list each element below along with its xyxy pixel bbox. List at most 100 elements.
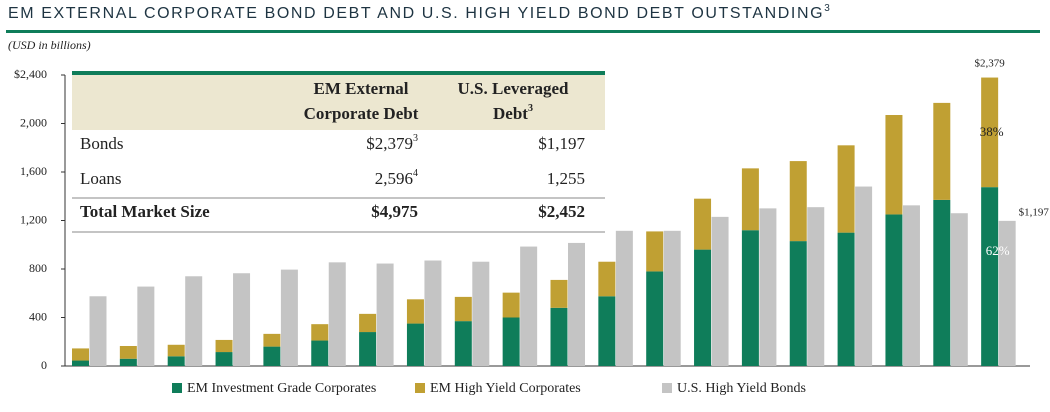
cell-value: $2,379 <box>366 134 413 153</box>
bar <box>950 213 968 366</box>
bar <box>837 145 855 233</box>
cell-superscript: 4 <box>413 168 418 179</box>
bar <box>472 261 490 366</box>
bar <box>454 296 472 322</box>
y-tick-label: 1,600 <box>20 164 47 178</box>
table-top-rule <box>72 71 605 75</box>
bar <box>376 263 394 366</box>
legend-swatch <box>172 383 182 393</box>
bar <box>311 324 329 341</box>
bar <box>72 360 89 366</box>
bar <box>119 358 137 366</box>
cell-value: $1,197 <box>538 134 585 153</box>
bar <box>759 208 777 366</box>
cell-value: 1,255 <box>547 169 585 188</box>
legend-label: U.S. High Yield Bonds <box>677 381 806 396</box>
bar <box>885 115 903 215</box>
bar <box>615 230 633 366</box>
annotation: 38% <box>980 124 1004 139</box>
bar <box>502 317 520 366</box>
bar <box>280 269 298 366</box>
cell-value: $4,975 <box>371 202 418 221</box>
table-header-bg <box>72 75 605 130</box>
legend-label: EM Investment Grade Corporates <box>187 381 376 396</box>
header-line: U.S. Leveraged <box>458 79 570 98</box>
y-tick-label: $2,400 <box>14 67 47 81</box>
header-superscript: 3 <box>528 103 533 114</box>
bar <box>215 339 233 353</box>
legend-label: EM High Yield Corporates <box>430 381 581 396</box>
bar <box>711 216 729 366</box>
header-line: Debt <box>493 104 528 123</box>
cell-value: $2,452 <box>538 202 585 221</box>
bar <box>454 321 472 366</box>
bar <box>119 345 137 359</box>
bar <box>167 356 185 366</box>
row-label: Bonds <box>80 134 123 153</box>
y-tick-label: 400 <box>29 309 47 323</box>
bar <box>933 102 951 200</box>
bar <box>424 260 442 366</box>
cell-superscript: 3 <box>413 133 418 144</box>
bar <box>502 292 520 318</box>
chart-title: EM EXTERNAL CORPORATE BOND DEBT AND U.S.… <box>8 3 831 23</box>
y-tick-label: 0 <box>41 358 47 372</box>
bar <box>233 273 251 366</box>
bar <box>694 249 712 366</box>
bar <box>741 230 759 366</box>
data-label: $1,197 <box>1019 206 1050 218</box>
bar <box>789 241 807 366</box>
title-text: EM EXTERNAL CORPORATE BOND DEBT AND U.S.… <box>8 5 824 22</box>
bar <box>598 261 616 297</box>
bar <box>72 348 89 361</box>
title-rule <box>6 30 1040 33</box>
annotation: $2,379 <box>975 58 1006 70</box>
bar <box>185 276 203 366</box>
bar <box>598 296 616 366</box>
table-cell: 1,255 <box>547 169 585 188</box>
bar <box>89 296 107 366</box>
bar <box>568 242 585 366</box>
bar <box>406 323 424 366</box>
bar <box>646 231 664 272</box>
bar <box>550 279 568 308</box>
subtitle: (USD in billions) <box>8 38 91 52</box>
bar <box>215 352 233 366</box>
bar <box>902 205 920 366</box>
bar <box>885 214 903 366</box>
table-header: U.S. Leveraged Debt3 <box>458 79 570 123</box>
table-cell: $1,197 <box>538 134 585 153</box>
bar <box>933 199 951 366</box>
bar <box>981 77 999 188</box>
bar <box>263 333 281 347</box>
table-cell: 2,5964 <box>375 168 418 188</box>
bar <box>981 187 999 366</box>
header-line: Corporate Debt <box>304 104 419 123</box>
legend-swatch <box>662 383 672 393</box>
bar <box>837 232 855 366</box>
bar <box>789 161 807 242</box>
bar <box>741 168 759 231</box>
bar <box>311 340 329 366</box>
bar <box>646 271 664 366</box>
title-superscript: 3 <box>824 3 831 14</box>
header-line: EM External <box>314 79 409 98</box>
bar <box>137 286 155 366</box>
bar <box>550 307 568 366</box>
row-label: Total Market Size <box>80 202 210 221</box>
y-tick-label: 1,200 <box>20 212 47 226</box>
table-cell: $4,975 <box>371 202 418 221</box>
row-label: Loans <box>80 169 122 188</box>
bar <box>998 220 1016 366</box>
bar <box>663 230 681 366</box>
bar <box>328 262 346 366</box>
legend-swatch <box>415 383 425 393</box>
table-cell: $2,3793 <box>366 133 418 153</box>
bar <box>263 346 281 366</box>
bar <box>406 299 424 324</box>
bar <box>520 246 538 366</box>
bar <box>359 332 377 366</box>
cell-value: 2,596 <box>375 169 413 188</box>
y-tick-label: 800 <box>29 261 47 275</box>
